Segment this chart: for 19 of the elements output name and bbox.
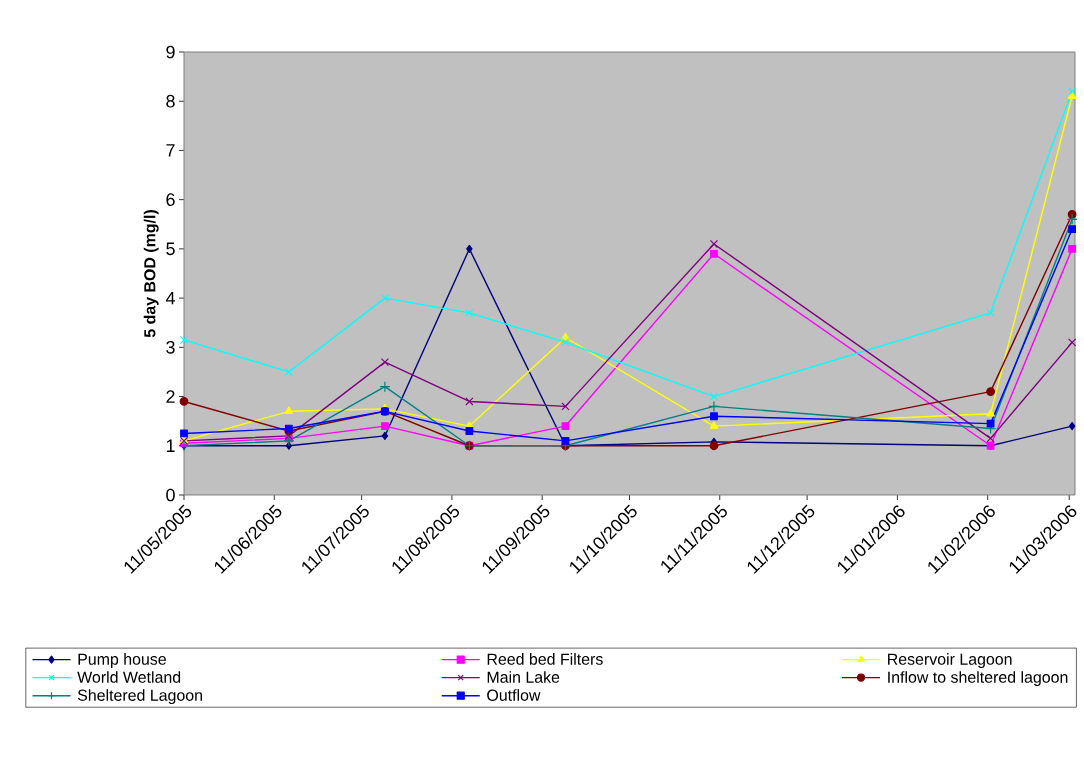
legend-label: Reservoir Lagoon	[888, 653, 1012, 668]
legend-label: Outflow	[487, 689, 541, 701]
legend-label: Sheltered Lagoon	[77, 689, 202, 705]
y-tick-label: 9	[166, 45, 175, 59]
legend-label: World Wetland	[77, 671, 181, 683]
y-tick-label: 3	[166, 340, 175, 354]
y-axis-title: 5 day BOD (mg/l)	[143, 210, 159, 338]
y-tick-label: 8	[166, 94, 175, 108]
y-tick-label: 0	[166, 488, 175, 502]
legend-label: Pump house	[78, 653, 166, 668]
legend-label: Main Lake	[487, 671, 560, 683]
y-tick-label: 2	[166, 390, 175, 403]
y-tick-label: 5	[166, 242, 175, 256]
y-tick-label: 6	[166, 193, 175, 206]
y-tick-label: 1	[166, 439, 175, 452]
y-tick-label: 7	[166, 144, 175, 157]
legend-label: Inflow to sheltered lagoon	[888, 671, 1068, 687]
y-tick-label: 4	[165, 291, 175, 305]
legend-label: Reed bed Filters	[487, 653, 603, 665]
